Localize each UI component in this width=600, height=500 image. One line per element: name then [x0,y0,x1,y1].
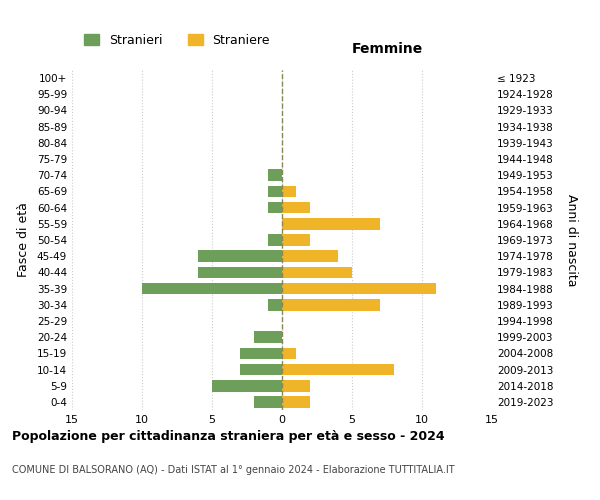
Bar [268,234,282,246]
Bar [282,202,310,213]
Bar [282,186,296,198]
Bar [212,380,282,392]
Bar [240,364,282,376]
Y-axis label: Fasce di età: Fasce di età [17,202,30,278]
Bar [268,170,282,181]
Bar [282,348,296,359]
Bar [198,266,282,278]
Bar [268,202,282,213]
Y-axis label: Anni di nascita: Anni di nascita [565,194,578,286]
Bar [282,218,380,230]
Bar [282,380,310,392]
Bar [254,396,282,407]
Bar [254,332,282,343]
Bar [282,266,352,278]
Bar [142,282,282,294]
Bar [282,364,394,376]
Legend: Stranieri, Straniere: Stranieri, Straniere [79,28,275,52]
Bar [282,396,310,407]
Bar [268,299,282,310]
Text: Femmine: Femmine [352,42,422,56]
Bar [282,234,310,246]
Text: COMUNE DI BALSORANO (AQ) - Dati ISTAT al 1° gennaio 2024 - Elaborazione TUTTITAL: COMUNE DI BALSORANO (AQ) - Dati ISTAT al… [12,465,455,475]
Bar [282,282,436,294]
Text: Popolazione per cittadinanza straniera per età e sesso - 2024: Popolazione per cittadinanza straniera p… [12,430,445,443]
Bar [282,299,380,310]
Bar [282,250,338,262]
Bar [198,250,282,262]
Bar [240,348,282,359]
Bar [268,186,282,198]
